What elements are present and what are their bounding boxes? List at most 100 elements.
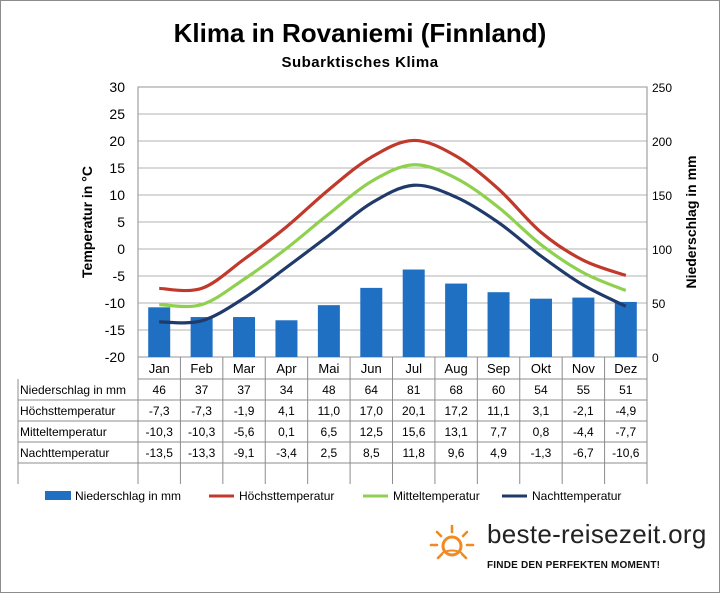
table-cell: -7,7: [615, 425, 636, 439]
table-cell: -13,5: [146, 446, 174, 460]
table-row-label: Mitteltemperatur: [20, 425, 107, 439]
chart-title: Klima in Rovaniemi (Finnland): [173, 18, 547, 48]
x-tick-label: Jul: [405, 361, 422, 376]
chart-subtitle: Subarktisches Klima: [281, 54, 439, 71]
table-cell: 4,9: [490, 446, 507, 460]
x-tick-label: Apr: [276, 361, 297, 376]
y-left-axis-title: Temperatur in °C: [79, 166, 95, 278]
legend-swatch: [45, 491, 71, 500]
table-cell: -4,9: [615, 404, 636, 418]
table-cell: -10,3: [188, 425, 216, 439]
table-cell: 3,1: [533, 404, 550, 418]
table-cell: 4,1: [278, 404, 295, 418]
table-cell: 0,8: [533, 425, 550, 439]
y-left-tick-label: 20: [109, 133, 125, 149]
table-cell: 11,8: [402, 446, 425, 460]
y-left-tick-label: -20: [105, 349, 125, 365]
mean-temp-line: [159, 163, 627, 309]
table-cell: 13,1: [444, 425, 468, 439]
y-left-tick-label: 30: [109, 79, 125, 95]
table-cell: -1,9: [234, 404, 255, 418]
table-cell: 7,7: [490, 425, 507, 439]
table-cell: 55: [577, 383, 591, 397]
table-cell: 34: [280, 383, 294, 397]
table-cell: 20,1: [402, 404, 426, 418]
table-cell: 60: [492, 383, 506, 397]
table-cell: -6,7: [573, 446, 594, 460]
precip-bar: [572, 297, 595, 357]
precip-bar: [360, 287, 383, 357]
table-cell: 0,1: [278, 425, 295, 439]
table-cell: 46: [153, 383, 167, 397]
table-cell: 17,2: [444, 404, 468, 418]
y-right-tick-label: 200: [652, 135, 672, 149]
table-cell: 51: [619, 383, 633, 397]
y-left-tick-label: 0: [117, 241, 125, 257]
y-right-axis-title: Niederschlag in mm: [683, 155, 699, 288]
table-cell: -3,4: [276, 446, 297, 460]
sun-logo-icon: [429, 524, 475, 560]
legend-label: Niederschlag in mm: [75, 489, 181, 503]
y-left-tick-label: 5: [117, 214, 125, 230]
table-row-label: Niederschlag in mm: [20, 383, 126, 397]
table-cell: 68: [449, 383, 463, 397]
table-cell: 15,6: [402, 425, 426, 439]
y-right-tick-label: 50: [652, 297, 666, 311]
x-tick-label: Jan: [149, 361, 170, 376]
precip-bar: [275, 320, 298, 357]
table-cell: 9,6: [448, 446, 465, 460]
table-row-label: Nachttemperatur: [20, 446, 109, 460]
x-tick-label: Mai: [318, 361, 339, 376]
table-cell: 11,0: [318, 404, 341, 418]
table-cell: 37: [237, 383, 251, 397]
table-cell: 6,5: [321, 425, 338, 439]
precip-bar: [487, 292, 510, 357]
table-cell: -7,3: [149, 404, 170, 418]
max-temp-line: [159, 138, 627, 293]
precip-bar: [317, 305, 340, 357]
precip-bar: [402, 269, 425, 357]
table-cell: -13,3: [188, 446, 216, 460]
table-cell: -5,6: [234, 425, 255, 439]
y-right-tick-label: 250: [652, 81, 672, 95]
table-cell: 37: [195, 383, 209, 397]
y-right-tick-label: 100: [652, 243, 672, 257]
table-cell: -7,3: [191, 404, 212, 418]
x-tick-label: Jun: [361, 361, 382, 376]
logo-tagline: FINDE DEN PERFEKTEN MOMENT!: [487, 560, 661, 571]
x-tick-label: Dez: [614, 361, 637, 376]
table-cell: 12,5: [360, 425, 384, 439]
legend-label: Höchsttemperatur: [239, 489, 334, 503]
x-tick-label: Nov: [572, 361, 596, 376]
x-tick-label: Aug: [445, 361, 468, 376]
legend-label: Nachttemperatur: [532, 489, 621, 503]
precip-bar: [233, 317, 256, 357]
table-cell: -9,1: [234, 446, 255, 460]
legend-label: Mitteltemperatur: [393, 489, 480, 503]
table-row-label: Höchsttemperatur: [20, 404, 115, 418]
table-cell: -4,4: [573, 425, 594, 439]
y-right-tick-label: 150: [652, 189, 672, 203]
logo-name: beste-reisezeit.org: [487, 519, 707, 549]
x-tick-label: Sep: [487, 361, 510, 376]
precip-bar: [148, 307, 171, 357]
table-cell: 54: [534, 383, 548, 397]
table-cell: -2,1: [573, 404, 594, 418]
table-cell: 48: [322, 383, 336, 397]
y-left-tick-label: -10: [105, 295, 125, 311]
y-left-tick-label: 25: [109, 106, 125, 122]
table-cell: 17,0: [360, 404, 384, 418]
night-temp-line: [159, 183, 627, 325]
table-cell: -1,3: [531, 446, 552, 460]
y-left-tick-label: 15: [109, 160, 125, 176]
precip-bar: [190, 317, 213, 357]
table-cell: 64: [365, 383, 379, 397]
x-tick-label: Feb: [190, 361, 212, 376]
y-left-tick-label: 10: [109, 187, 125, 203]
y-left-tick-label: -15: [105, 322, 125, 338]
precip-bar: [529, 298, 552, 357]
y-left-tick-label: -5: [113, 268, 126, 284]
x-tick-label: Okt: [531, 361, 552, 376]
y-right-tick-label: 0: [652, 351, 659, 365]
